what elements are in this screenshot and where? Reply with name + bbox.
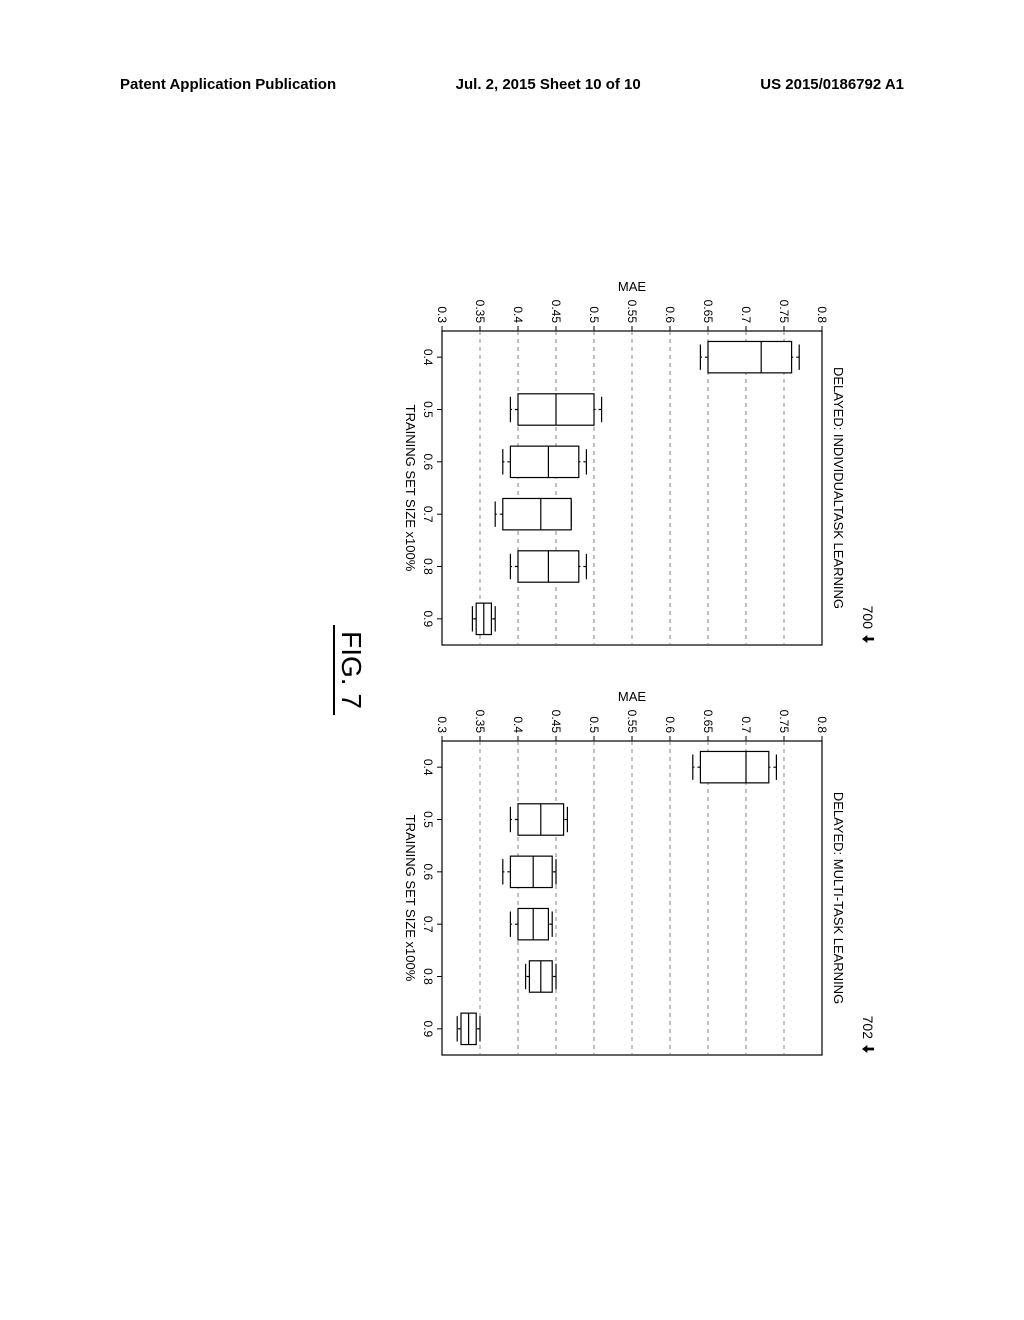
- arrow-down-icon: [862, 1043, 874, 1055]
- svg-text:0.5: 0.5: [421, 811, 435, 828]
- svg-text:0.4: 0.4: [511, 306, 525, 323]
- chart-700-pointer: 700: [860, 606, 876, 645]
- svg-text:0.75: 0.75: [777, 710, 791, 734]
- chart-702-pointer: 702: [860, 1016, 876, 1055]
- svg-text:0.3: 0.3: [435, 306, 449, 323]
- svg-text:0.75: 0.75: [777, 300, 791, 324]
- svg-text:MAE: MAE: [618, 689, 647, 704]
- header-left: Patent Application Publication: [120, 76, 336, 93]
- svg-text:0.7: 0.7: [421, 506, 435, 523]
- svg-text:0.6: 0.6: [663, 716, 677, 733]
- svg-text:0.35: 0.35: [473, 300, 487, 324]
- rotated-figure: 700 0.30.350.40.450.50.550.60.650.70.750…: [170, 260, 850, 1080]
- arrow-down-icon: [862, 633, 874, 645]
- svg-text:0.8: 0.8: [815, 306, 829, 323]
- svg-text:0.6: 0.6: [663, 306, 677, 323]
- svg-text:DELAYED: MULTI-TASK LEARNING: DELAYED: MULTI-TASK LEARNING: [831, 792, 846, 1004]
- figure-container: 700 0.3 0.35 0.4 0.45 0.5 0.55 0.6 0.65 0.7 0.75 0…: [100, 330, 920, 1010]
- svg-text:0.9: 0.9: [421, 1020, 435, 1037]
- svg-text:0.7: 0.7: [739, 306, 753, 323]
- svg-text:0.45: 0.45: [549, 710, 563, 734]
- svg-text:0.5: 0.5: [421, 401, 435, 418]
- svg-text:0.55: 0.55: [625, 300, 639, 324]
- svg-text:TRAINING SET SIZE x100%: TRAINING SET SIZE x100%: [403, 405, 418, 572]
- svg-text:0.6: 0.6: [421, 863, 435, 880]
- header-center: Jul. 2, 2015 Sheet 10 of 10: [456, 76, 641, 93]
- header-right: US 2015/0186792 A1: [760, 76, 904, 93]
- svg-text:0.35: 0.35: [473, 710, 487, 734]
- svg-text:0.5: 0.5: [587, 716, 601, 733]
- svg-text:0.65: 0.65: [701, 710, 715, 734]
- svg-text:0.8: 0.8: [421, 968, 435, 985]
- svg-text:0.7: 0.7: [421, 916, 435, 933]
- boxplot-chart-700: 0.3 0.35 0.4 0.45 0.5 0.55 0.6 0.65 0.7 0.75 0.8 0.…: [390, 275, 850, 655]
- svg-text:DELAYED: INDIVIDUALTASK LEARNI: DELAYED: INDIVIDUALTASK LEARNING: [831, 367, 846, 609]
- svg-text:0.4: 0.4: [421, 759, 435, 776]
- svg-text:TRAINING SET SIZE x100%: TRAINING SET SIZE x100%: [403, 815, 418, 982]
- chart-702-wrapper: 702 0.30.350.40.450.50.550.60.650.70.750…: [385, 685, 850, 1065]
- svg-text:0.55: 0.55: [625, 710, 639, 734]
- svg-text:0.45: 0.45: [549, 300, 563, 324]
- chart-702-id: 702: [860, 1016, 876, 1039]
- svg-text:0.3: 0.3: [435, 716, 449, 733]
- svg-text:0.8: 0.8: [815, 716, 829, 733]
- svg-text:0.9: 0.9: [421, 610, 435, 627]
- svg-text:0.8: 0.8: [421, 558, 435, 575]
- chart-700-wrapper: 700 0.30.350.40.450.50.550.60.650.70.750…: [385, 275, 850, 655]
- patent-header: Patent Application Publication Jul. 2, 2…: [0, 76, 1024, 93]
- boxplot-chart-702: 0.3 0.35 0.4 0.45 0.5 0.55 0.6 0.65 0.7 0.75 0.8 0.…: [390, 685, 850, 1065]
- svg-text:0.4: 0.4: [511, 716, 525, 733]
- figure-caption: FIG. 7: [333, 625, 367, 715]
- chart-700-id: 700: [860, 606, 876, 629]
- svg-text:0.5: 0.5: [587, 306, 601, 323]
- svg-text:0.4: 0.4: [421, 349, 435, 366]
- svg-text:0.7: 0.7: [739, 716, 753, 733]
- svg-text:0.6: 0.6: [421, 453, 435, 470]
- svg-text:MAE: MAE: [618, 279, 647, 294]
- svg-text:0.65: 0.65: [701, 300, 715, 324]
- charts-row: 700 0.30.350.40.450.50.550.60.650.70.750…: [385, 260, 850, 1080]
